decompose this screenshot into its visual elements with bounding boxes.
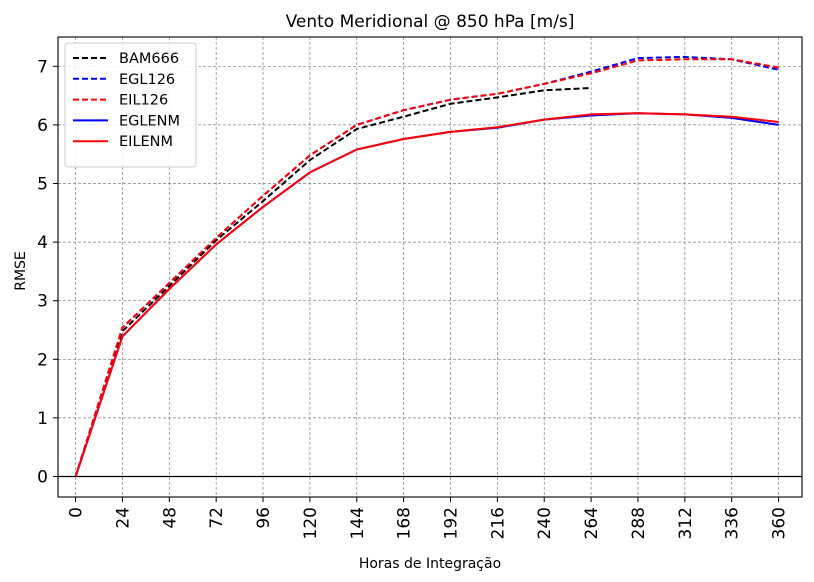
x-tick-label-0: 0 [67, 507, 87, 518]
x-tick-label-96: 96 [254, 507, 274, 529]
x-tick-label-48: 48 [160, 507, 180, 529]
y-tick-label-4: 4 [37, 233, 48, 253]
legend-label-bam666: BAM666 [119, 51, 179, 67]
x-tick-label-336: 336 [723, 507, 743, 539]
legend-label-eilenm: EILENM [119, 134, 173, 150]
x-tick-label-288: 288 [629, 507, 649, 539]
chart-title: Vento Meridional @ 850 hPa [m/s] [286, 12, 575, 32]
x-tick-label-72: 72 [207, 507, 227, 529]
x-tick-label-24: 24 [113, 507, 133, 529]
y-axis-ticks: 0 1 2 3 4 5 6 7 [37, 57, 58, 487]
x-tick-label-144: 144 [348, 507, 368, 539]
plot-frame [57, 36, 803, 498]
x-tick-label-216: 216 [488, 507, 508, 539]
x-tick-label-360: 360 [770, 507, 790, 539]
y-axis-label: RMSE [13, 251, 29, 291]
legend-label-egl126: EGL126 [119, 72, 175, 88]
series-line-eglenm [74, 112, 779, 477]
series-line-eil126 [74, 58, 779, 477]
x-tick-label-264: 264 [582, 507, 602, 539]
y-tick-label-0: 0 [37, 467, 48, 487]
series-line-bam666 [74, 87, 592, 477]
x-tick-label-192: 192 [442, 507, 462, 539]
x-axis-ticks: 0 24 48 72 96 120 144 168 192 216 240 264 288 312 336 3… [67, 497, 790, 539]
y-tick-label-2: 2 [37, 350, 48, 370]
y-tick-label-6: 6 [37, 116, 48, 136]
x-tick-label-120: 120 [301, 507, 321, 539]
y-tick-label-7: 7 [37, 57, 48, 77]
x-tick-label-312: 312 [676, 507, 696, 539]
y-tick-label-3: 3 [37, 292, 48, 312]
x-tick-label-168: 168 [395, 507, 415, 539]
legend-label-eglenm: EGLENM [119, 113, 180, 129]
legend: BAM666 EGL126 EIL126 EGLENM EILENM [64, 42, 197, 168]
series-line-eilenm [74, 112, 779, 477]
y-tick-label-5: 5 [37, 174, 48, 194]
series-lines [74, 55, 779, 477]
x-axis-label: Horas de Integração [359, 556, 501, 572]
x-tick-label-240: 240 [535, 507, 555, 539]
legend-label-eil126: EIL126 [119, 93, 168, 109]
legend-box [64, 42, 197, 168]
y-tick-label-1: 1 [37, 409, 48, 429]
